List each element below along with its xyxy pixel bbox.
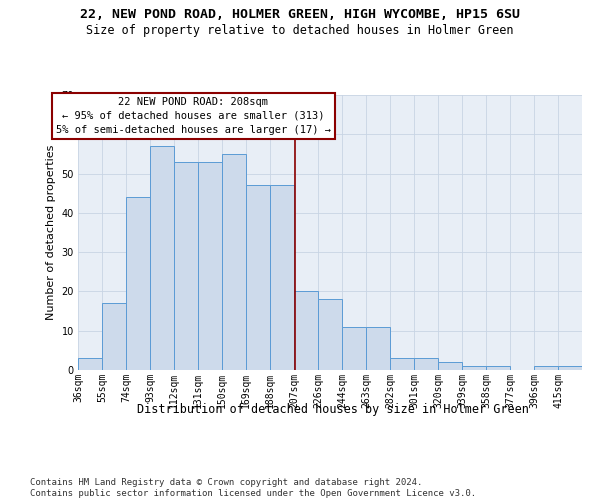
Bar bbox=[534, 366, 558, 370]
Bar bbox=[414, 358, 438, 370]
Bar bbox=[150, 146, 174, 370]
Bar bbox=[174, 162, 198, 370]
Bar bbox=[366, 327, 390, 370]
Text: 22, NEW POND ROAD, HOLMER GREEN, HIGH WYCOMBE, HP15 6SU: 22, NEW POND ROAD, HOLMER GREEN, HIGH WY… bbox=[80, 8, 520, 20]
Bar bbox=[462, 366, 486, 370]
Text: 22 NEW POND ROAD: 208sqm
← 95% of detached houses are smaller (313)
5% of semi-d: 22 NEW POND ROAD: 208sqm ← 95% of detach… bbox=[56, 97, 331, 135]
Y-axis label: Number of detached properties: Number of detached properties bbox=[46, 145, 56, 320]
Bar bbox=[294, 292, 318, 370]
Text: Contains HM Land Registry data © Crown copyright and database right 2024.
Contai: Contains HM Land Registry data © Crown c… bbox=[30, 478, 476, 498]
Bar bbox=[438, 362, 462, 370]
Bar bbox=[198, 162, 222, 370]
Text: Size of property relative to detached houses in Holmer Green: Size of property relative to detached ho… bbox=[86, 24, 514, 37]
Bar bbox=[222, 154, 246, 370]
Text: Distribution of detached houses by size in Holmer Green: Distribution of detached houses by size … bbox=[137, 402, 529, 415]
Bar bbox=[390, 358, 414, 370]
Bar bbox=[126, 197, 150, 370]
Bar bbox=[486, 366, 510, 370]
Bar bbox=[558, 366, 582, 370]
Bar bbox=[270, 186, 294, 370]
Bar bbox=[342, 327, 366, 370]
Bar bbox=[246, 186, 270, 370]
Bar bbox=[78, 358, 102, 370]
Bar bbox=[102, 303, 126, 370]
Bar bbox=[318, 300, 342, 370]
